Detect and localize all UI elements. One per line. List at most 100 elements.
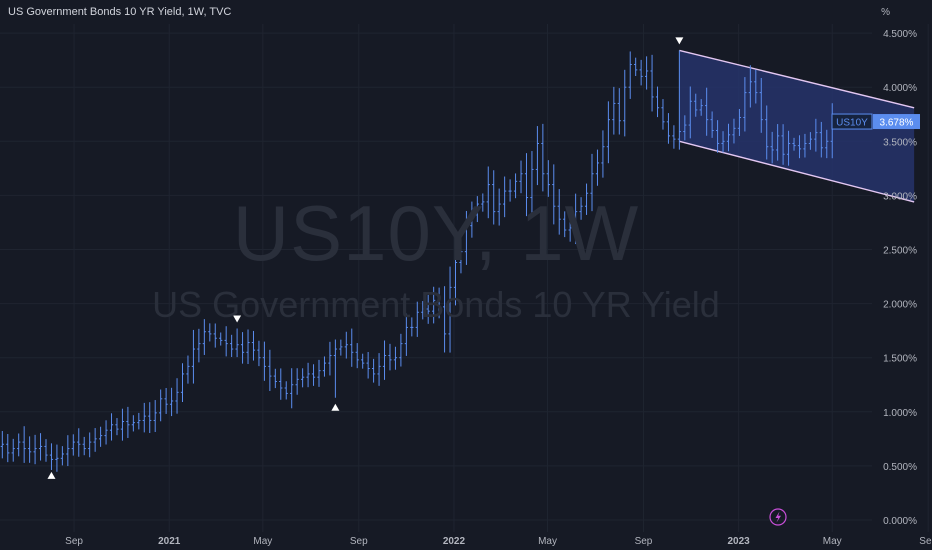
ohlc-bar xyxy=(601,130,605,178)
ohlc-bar xyxy=(180,363,185,402)
ohlc-bar xyxy=(126,406,130,438)
descending-channel[interactable] xyxy=(679,49,915,203)
ohlc-bar xyxy=(393,346,398,370)
ohlc-bar xyxy=(268,349,272,391)
ohlc-bars xyxy=(0,50,834,472)
ohlc-bar xyxy=(28,436,32,463)
x-tick-label: Sep xyxy=(919,536,932,547)
y-tick-label: 1.500% xyxy=(883,354,917,365)
ohlc-bar xyxy=(574,193,578,245)
ohlc-bar xyxy=(350,328,354,367)
ohlc-bar xyxy=(366,351,370,379)
y-tick-label: 0.000% xyxy=(883,516,917,527)
ohlc-bar xyxy=(164,388,168,414)
price-tag-box xyxy=(873,114,920,130)
ohlc-bar xyxy=(361,353,365,369)
ohlc-bar xyxy=(732,118,736,144)
chart-title: US Government Bonds 10 YR Yield, 1W, TVC xyxy=(8,6,232,18)
ohlc-bar xyxy=(475,196,479,223)
ohlc-bar xyxy=(797,135,802,159)
price-unit: % xyxy=(881,7,890,18)
ohlc-bar xyxy=(650,54,654,112)
ohlc-bar xyxy=(814,118,818,152)
ohlc-bar xyxy=(819,121,823,158)
watermark-description: US Government Bonds 10 YR Yield xyxy=(152,284,720,325)
ohlc-bar xyxy=(93,428,97,452)
ohlc-bar xyxy=(726,123,731,152)
ohlc-bar xyxy=(301,368,305,388)
ohlc-bar xyxy=(710,111,714,138)
y-tick-label: 3.500% xyxy=(883,137,917,148)
ohlc-bar xyxy=(579,197,583,220)
ohlc-bar xyxy=(257,340,261,367)
price-tag-text: 3.678% xyxy=(880,118,914,129)
ohlc-bar xyxy=(699,99,703,116)
ohlc-bar xyxy=(169,387,174,417)
ohlc-bar xyxy=(655,86,660,118)
ohlc-bar xyxy=(88,432,92,458)
ohlc-bar xyxy=(142,402,146,433)
lightning-icon[interactable] xyxy=(769,508,787,526)
ohlc-bar xyxy=(17,433,21,457)
y-tick-label: 2.500% xyxy=(883,246,917,257)
ohlc-bar xyxy=(306,362,310,388)
ohlc-bar xyxy=(120,408,125,441)
watermark-symbol: US10Y, 1W xyxy=(232,189,640,277)
ohlc-bar xyxy=(137,412,141,430)
ohlc-bar xyxy=(328,341,332,376)
y-tick-label: 2.000% xyxy=(883,300,917,311)
ohlc-bar xyxy=(628,51,632,99)
x-axis[interactable]: MaySep2021MaySep2022MaySep2023MaySep xyxy=(0,536,932,547)
ohlc-bar xyxy=(442,286,447,353)
ohlc-bar xyxy=(623,69,627,137)
ohlc-bar xyxy=(377,353,381,386)
ohlc-bar xyxy=(131,415,135,432)
ohlc-bar xyxy=(546,160,550,197)
y-axis[interactable]: 0.000% 0.500% 1.000% 1.500% 2.000% 2.500% 3.00… xyxy=(883,29,917,527)
x-tick-label: May xyxy=(538,536,557,547)
x-tick-label: Sep xyxy=(65,536,83,547)
ohlc-bar xyxy=(202,319,206,355)
high-marker-icon xyxy=(233,315,242,323)
x-tick-label: May xyxy=(253,536,272,547)
ohlc-bar xyxy=(0,431,4,459)
ohlc-bar xyxy=(11,438,15,462)
ohlc-bar xyxy=(503,176,507,218)
y-tick-label: 0.500% xyxy=(883,462,917,473)
ohlc-bar xyxy=(661,99,665,130)
ohlc-bar xyxy=(765,105,769,160)
channel-upper-line xyxy=(679,49,915,109)
ohlc-bar xyxy=(694,93,698,117)
ohlc-bar xyxy=(688,86,692,139)
ohlc-bar xyxy=(224,326,228,357)
ohlc-bar xyxy=(322,356,327,377)
ohlc-bar xyxy=(388,343,392,371)
ohlc-bar xyxy=(213,323,217,348)
ohlc-bar xyxy=(60,446,64,466)
x-tick-label: Sep xyxy=(635,536,653,547)
ohlc-bar xyxy=(715,120,720,153)
ohlc-bar xyxy=(776,124,780,161)
x-tick-label: 2022 xyxy=(443,536,466,547)
ohlc-bar xyxy=(159,389,163,422)
ohlc-bar xyxy=(557,189,561,235)
ohlc-bar xyxy=(497,188,501,226)
ohlc-bar xyxy=(333,339,337,398)
low-marker-icon xyxy=(47,471,56,479)
x-tick-label: 2021 xyxy=(158,536,181,547)
channel-lower-line xyxy=(679,140,915,203)
symbol-tag-text: US10Y xyxy=(836,118,868,129)
ohlc-bar xyxy=(448,266,452,353)
ohlc-bar xyxy=(492,170,496,225)
last-price-label: US10Y 3.678% xyxy=(831,113,920,130)
ohlc-bar xyxy=(240,332,245,364)
ohlc-bar xyxy=(115,418,119,436)
ohlc-bar xyxy=(426,294,430,324)
ohlc-bar xyxy=(415,301,419,337)
ohlc-bar xyxy=(639,59,643,86)
ohlc-bar xyxy=(344,331,348,359)
ohlc-bar xyxy=(262,341,266,381)
ohlc-bar xyxy=(251,330,256,361)
ohlc-bar xyxy=(808,132,812,150)
